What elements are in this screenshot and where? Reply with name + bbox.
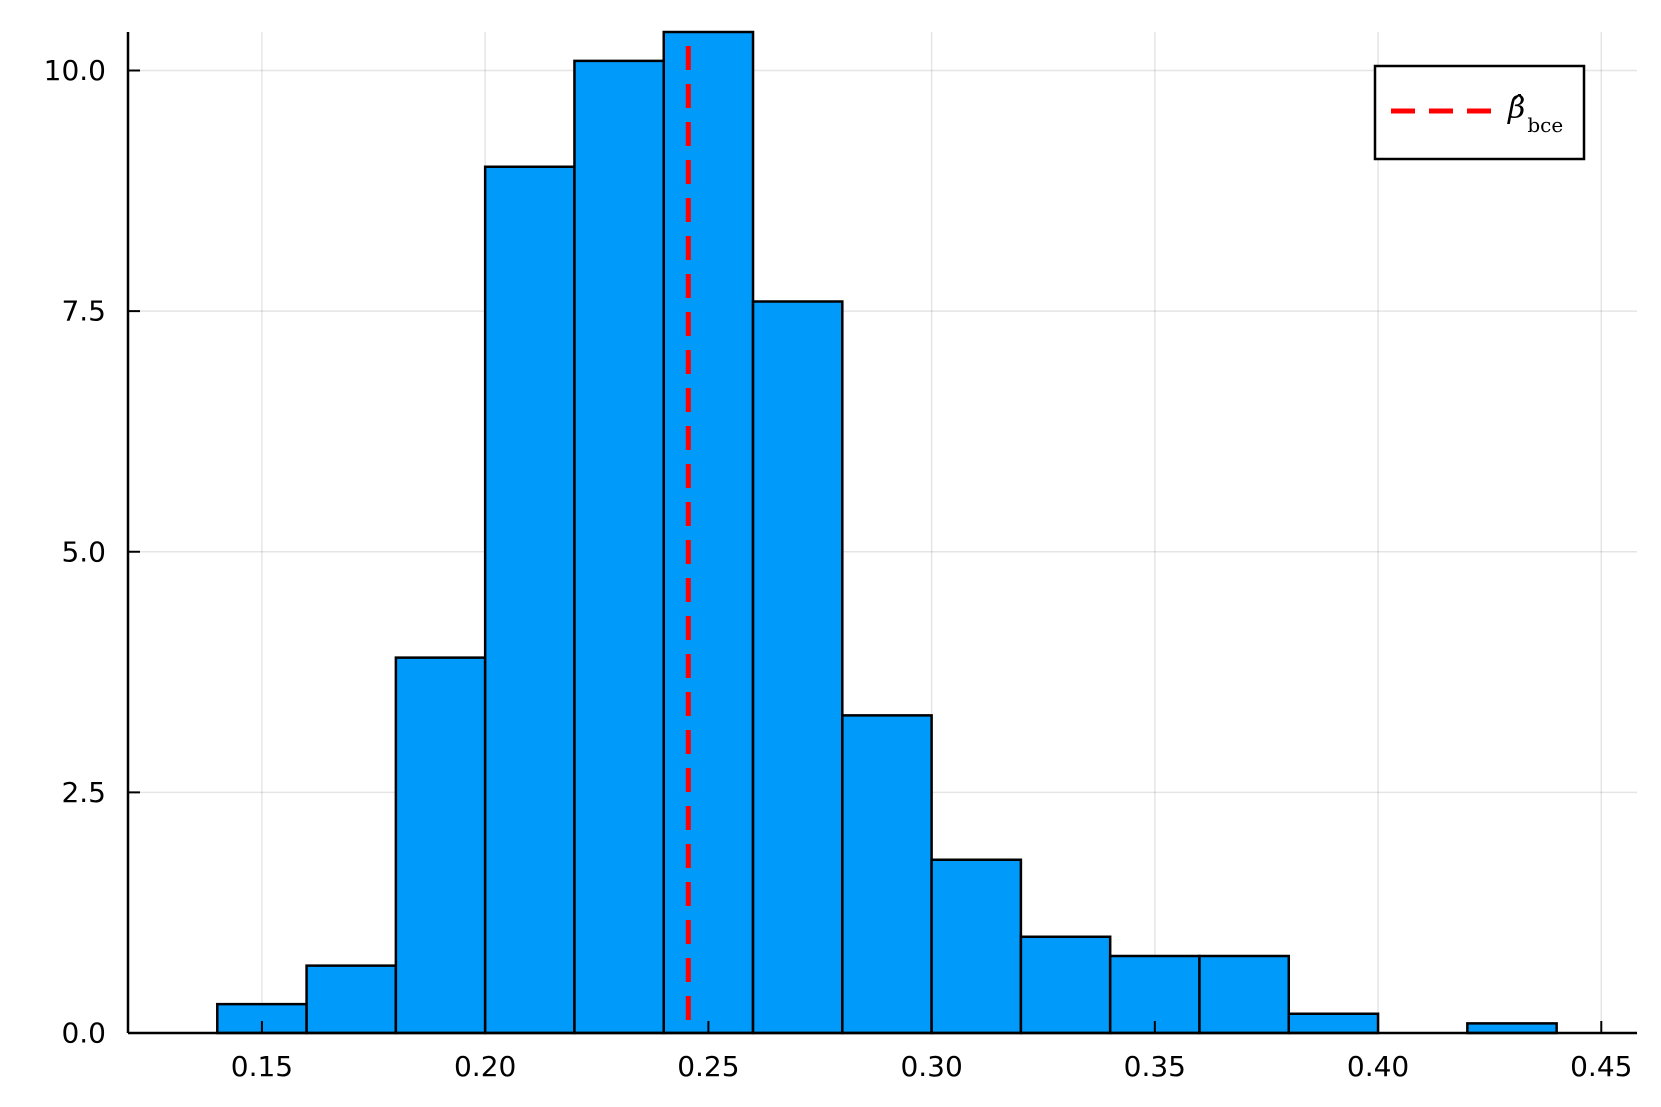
histogram-bar bbox=[1108, 954, 1201, 1035]
legend: β̂ bce bbox=[1373, 64, 1586, 161]
histogram-bar bbox=[1198, 954, 1291, 1035]
histogram-bar bbox=[1287, 1012, 1380, 1035]
x-tick-label: 0.40 bbox=[1347, 1050, 1409, 1083]
x-tick-label: 0.30 bbox=[900, 1050, 962, 1083]
histogram-bar bbox=[751, 300, 844, 1035]
histogram-bar bbox=[841, 714, 933, 1035]
y-tick-label: 0.0 bbox=[61, 1017, 106, 1050]
histogram-bars bbox=[216, 30, 1558, 1035]
histogram-bar bbox=[662, 30, 755, 1035]
y-tick-label: 10.0 bbox=[44, 54, 106, 87]
y-tick-label: 2.5 bbox=[61, 776, 106, 809]
x-tick-label: 0.15 bbox=[231, 1050, 293, 1083]
histogram-bar bbox=[305, 964, 398, 1035]
tick-labels: 0.15 0.20 0.25 0.30 0.35 0.40 0.45 0.0 2.5 5.0 7.5… bbox=[44, 54, 1633, 1083]
axes bbox=[126, 32, 1637, 1035]
histogram-bar bbox=[394, 656, 487, 1035]
x-tick-label: 0.25 bbox=[677, 1050, 739, 1083]
x-tick-label: 0.45 bbox=[1570, 1050, 1632, 1083]
histogram-bar bbox=[930, 858, 1023, 1035]
x-tick-label: 0.20 bbox=[454, 1050, 516, 1083]
histogram-bar bbox=[1019, 935, 1112, 1035]
y-tick-label: 7.5 bbox=[61, 295, 106, 328]
y-tick-label: 5.0 bbox=[61, 535, 106, 568]
legend-label-subscript: bce bbox=[1527, 113, 1563, 137]
x-tick-label: 0.35 bbox=[1124, 1050, 1186, 1083]
histogram-bar bbox=[1466, 1022, 1558, 1035]
histogram-bar bbox=[483, 165, 576, 1035]
histogram-bar bbox=[573, 59, 665, 1035]
